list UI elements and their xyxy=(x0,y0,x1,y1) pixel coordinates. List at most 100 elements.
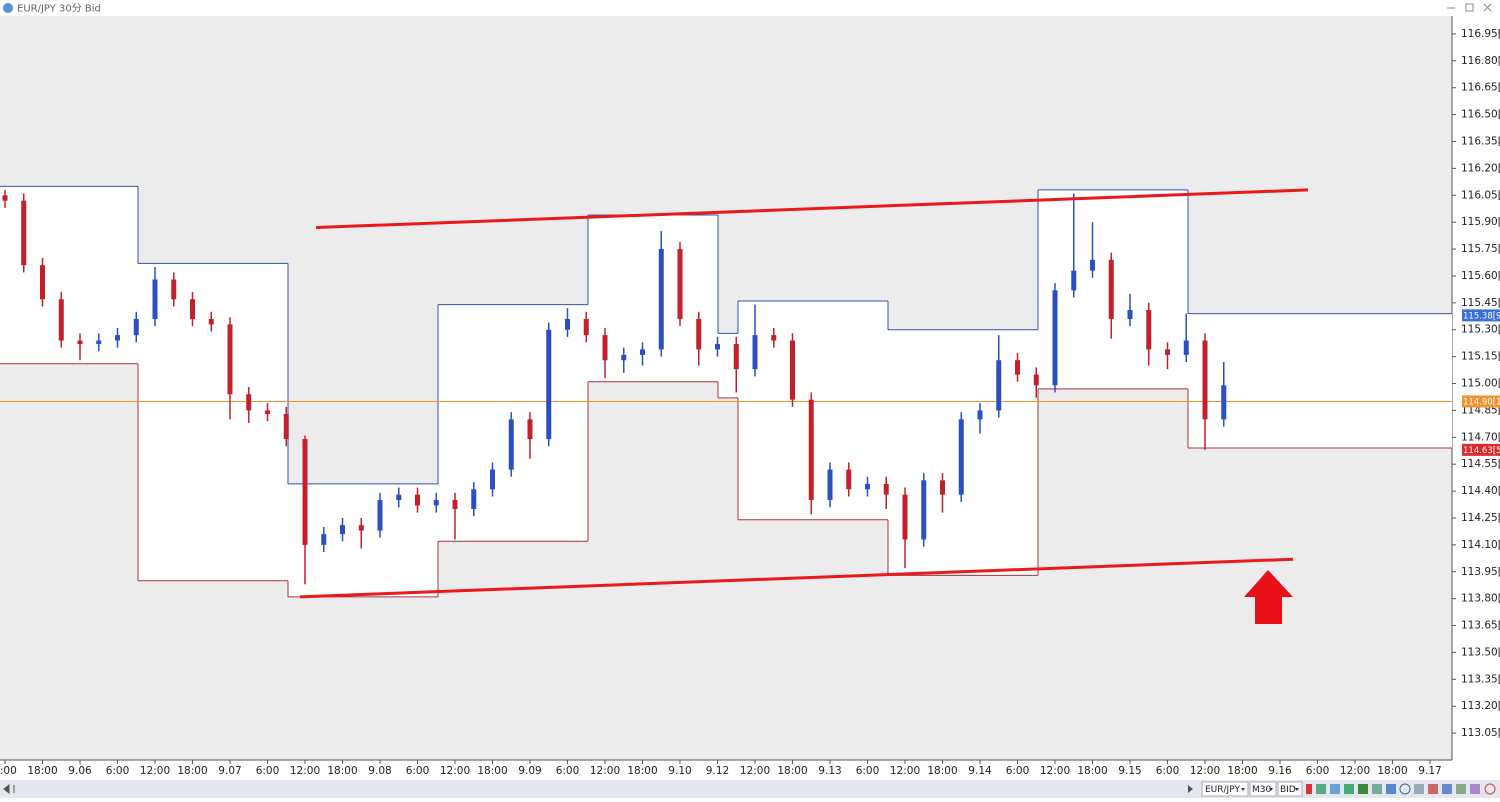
y-tick-label: 114.10[0 xyxy=(1461,539,1500,551)
candle-body xyxy=(471,489,477,510)
price-tag-label: 115.38[9] xyxy=(1463,311,1500,321)
icon[interactable] xyxy=(1399,783,1411,795)
maximize[interactable] xyxy=(1465,3,1474,12)
x-tick-label: 12:00 xyxy=(1340,765,1370,777)
candle-body xyxy=(396,494,402,501)
candle-body xyxy=(1033,374,1039,386)
candle-body xyxy=(602,335,608,361)
x-tick-label: 6:00 xyxy=(1306,765,1330,777)
symbol-select[interactable] xyxy=(1201,781,1249,797)
candle-body xyxy=(358,525,364,531)
x-tick-label: 9.14 xyxy=(968,765,992,777)
candle-body xyxy=(921,480,927,540)
timeframe-select[interactable] xyxy=(1249,781,1277,797)
candle-body xyxy=(583,318,589,336)
x-tick-label: 6:00 xyxy=(406,765,430,777)
y-tick-label: 115.00[0 xyxy=(1461,378,1500,390)
candle-body xyxy=(190,299,195,319)
icon[interactable] xyxy=(1372,784,1382,794)
candle-body xyxy=(996,360,1002,411)
y-tick-label: 113.05[0 xyxy=(1461,727,1500,739)
candle-body xyxy=(752,335,758,370)
icon[interactable] xyxy=(1414,784,1424,794)
range-box xyxy=(718,333,738,398)
candle-body xyxy=(246,394,252,411)
x-tick-label: 12:00 xyxy=(440,765,470,777)
icon[interactable] xyxy=(1484,783,1496,795)
dropdown xyxy=(1241,788,1245,791)
candle-body xyxy=(227,324,233,395)
candle-body xyxy=(133,318,139,336)
icon[interactable] xyxy=(1470,784,1480,794)
icon[interactable] xyxy=(1428,784,1438,794)
plot xyxy=(0,185,1452,599)
y-tick-label: 115.15[0 xyxy=(1461,351,1500,363)
price-tag-label: 114.90[1] xyxy=(1463,397,1500,407)
icon[interactable] xyxy=(1330,784,1340,794)
y-tick-label: 116.50[0 xyxy=(1461,109,1500,121)
y-tick-label: 114.25[0 xyxy=(1461,512,1500,524)
candle-body xyxy=(1165,349,1170,355)
candle-body xyxy=(1071,270,1077,291)
x-tick-label: 12:00 xyxy=(740,765,770,777)
x-tick-label: 6:00 xyxy=(1006,765,1030,777)
candle-body xyxy=(977,410,983,420)
close[interactable] xyxy=(1483,3,1492,12)
candle-body xyxy=(733,344,739,370)
x-tick-label: 6:00 xyxy=(106,765,130,777)
side-select[interactable] xyxy=(1277,781,1303,797)
title-bar xyxy=(0,0,1500,16)
candle-body xyxy=(321,534,327,545)
timeframe: M30 xyxy=(1252,785,1271,795)
candle-body xyxy=(508,419,514,470)
candle-body xyxy=(340,525,345,535)
range-box xyxy=(138,263,288,581)
candle-body xyxy=(677,249,683,319)
scroll-left[interactable] xyxy=(3,783,15,795)
y-tick-label: 116.20[0 xyxy=(1461,162,1500,174)
y-tick-label: 113.35[0 xyxy=(1461,673,1500,685)
x-tick-label: 18:00 xyxy=(1377,765,1407,777)
y-tick-label: 116.95[0 xyxy=(1461,28,1500,40)
icon[interactable] xyxy=(1316,784,1326,794)
candle-body xyxy=(115,335,120,341)
candle-body xyxy=(2,195,8,201)
candle-body xyxy=(77,340,83,345)
x-tick-label: 18:00 xyxy=(1227,765,1257,777)
x-tick-label: 6:00 xyxy=(556,765,580,777)
x-tick-label: 18:00 xyxy=(777,765,807,777)
y-tick-label: 116.65[0 xyxy=(1461,82,1500,94)
icon[interactable] xyxy=(1358,784,1368,794)
candle-body xyxy=(96,340,102,345)
candle-body xyxy=(808,399,814,501)
app-icon xyxy=(3,3,13,13)
x-tick-label: 12:00 xyxy=(590,765,620,777)
price-tag xyxy=(1462,395,1500,408)
scroll-right[interactable] xyxy=(1188,785,1193,793)
side: BID xyxy=(1280,785,1296,795)
icon[interactable] xyxy=(1344,784,1354,794)
x-tick-label: 18:00 xyxy=(1077,765,1107,777)
x-tick-label: 12:00 xyxy=(1190,765,1220,777)
candle-body xyxy=(790,340,795,400)
trendline xyxy=(299,557,1294,599)
icon[interactable] xyxy=(1306,784,1312,794)
candle-body xyxy=(1127,310,1133,319)
candle-body xyxy=(152,279,158,319)
icon[interactable] xyxy=(1456,784,1466,794)
candle-body xyxy=(715,344,720,350)
icon[interactable] xyxy=(1442,784,1452,794)
y-tick-label: 113.20[0 xyxy=(1461,700,1500,712)
candle-body xyxy=(21,200,27,266)
y-tick-label: 114.55[0 xyxy=(1461,458,1500,470)
x-tick-label: 18:00 xyxy=(177,765,207,777)
candle-body xyxy=(452,500,458,510)
icon[interactable] xyxy=(1386,784,1396,794)
y-tick-label: 115.30[0 xyxy=(1461,324,1500,336)
x-tick-label: 9.08 xyxy=(368,765,391,777)
x-tick-label: 6:00 xyxy=(256,765,280,777)
y-tick-label: 114.40[0 xyxy=(1461,485,1500,497)
candle-body xyxy=(565,318,570,330)
y-tick-label: 114.70[0 xyxy=(1461,431,1500,443)
time-axis xyxy=(0,760,1500,780)
